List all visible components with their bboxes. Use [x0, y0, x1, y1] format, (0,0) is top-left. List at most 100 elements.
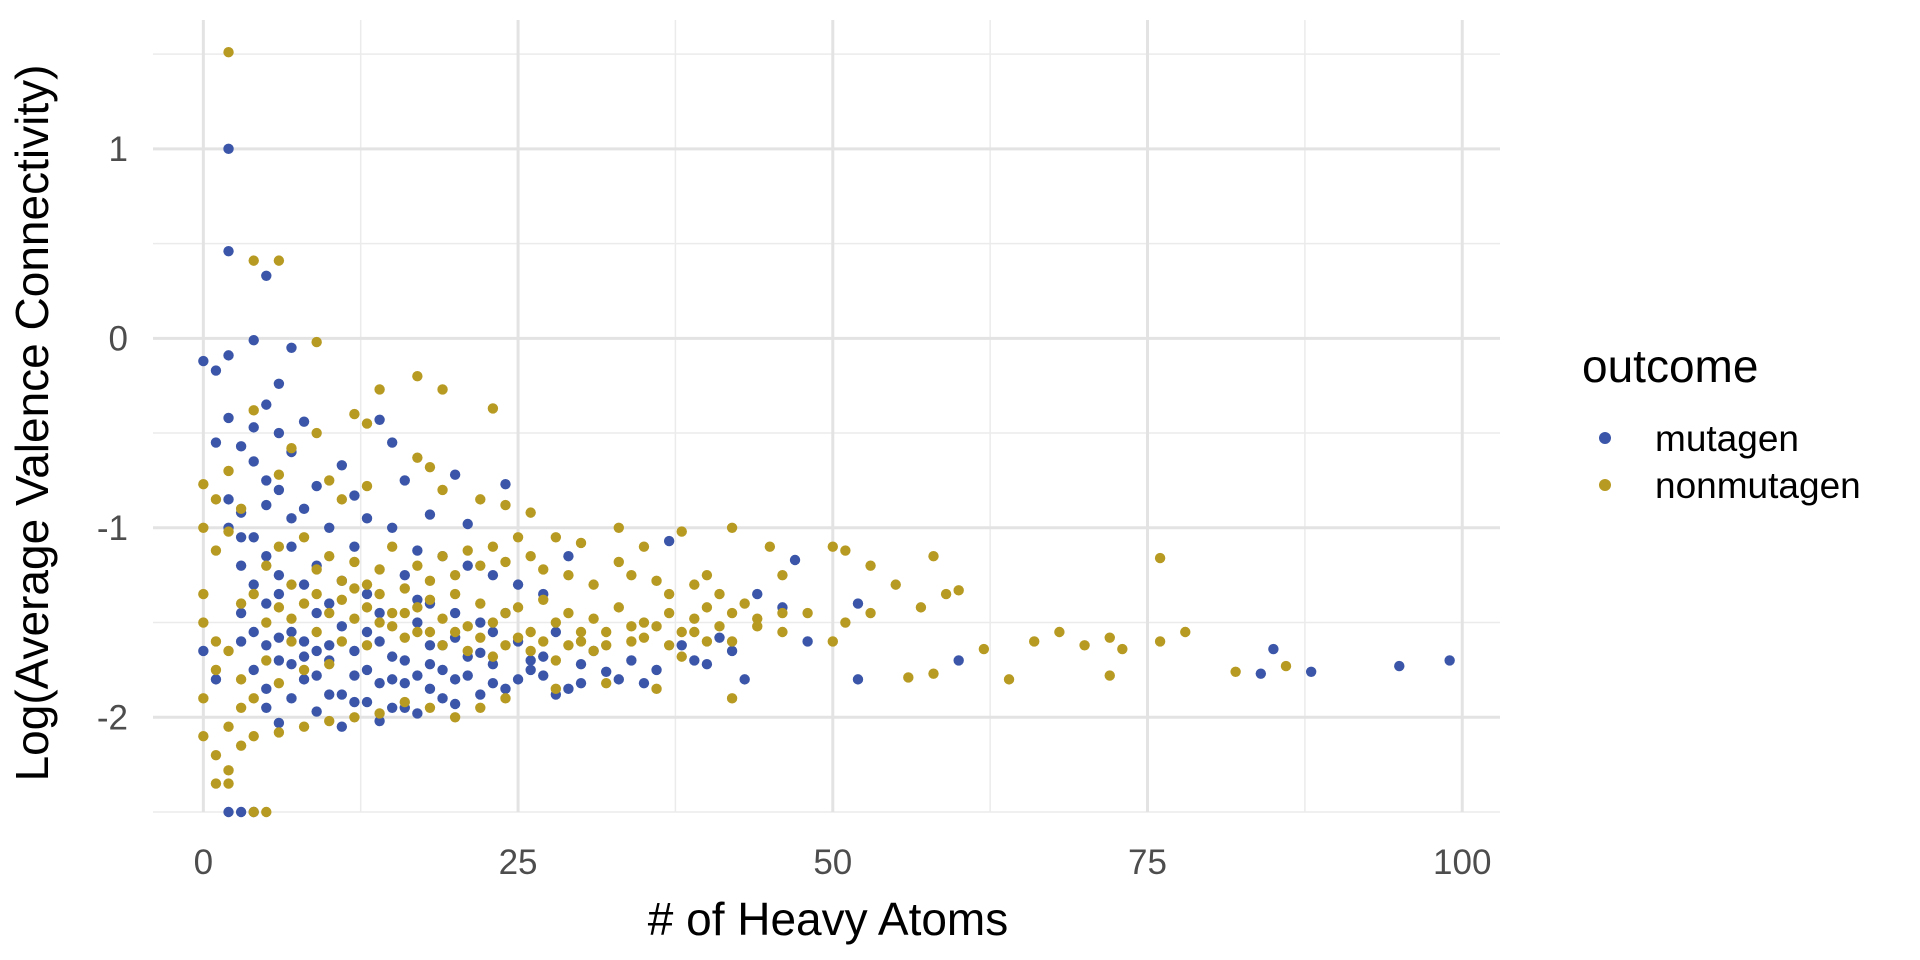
point-nonmutagen [223, 465, 234, 477]
point-mutagen [261, 399, 272, 410]
point-nonmutagen [726, 607, 738, 619]
point-nonmutagen [449, 588, 461, 600]
point-nonmutagen [386, 541, 398, 552]
point-mutagen [235, 607, 247, 619]
point-nonmutagen [361, 640, 373, 651]
point-nonmutagen [1104, 670, 1115, 681]
point-nonmutagen [525, 645, 536, 657]
point-nonmutagen [374, 617, 385, 628]
point-mutagen [399, 569, 410, 581]
point-mutagen [223, 494, 234, 505]
point-mutagen [852, 598, 864, 609]
point-mutagen [550, 626, 562, 638]
point-nonmutagen [311, 564, 322, 575]
point-mutagen [248, 532, 259, 543]
point-nonmutagen [663, 607, 675, 619]
point-nonmutagen [676, 626, 687, 638]
point-mutagen [349, 541, 360, 552]
point-nonmutagen [399, 632, 410, 643]
point-nonmutagen [701, 569, 713, 581]
point-mutagen [349, 670, 360, 681]
point-nonmutagen [349, 583, 360, 594]
point-nonmutagen [475, 494, 486, 505]
point-mutagen [525, 664, 536, 676]
point-nonmutagen [777, 569, 788, 581]
point-mutagen [386, 674, 398, 685]
point-nonmutagen [689, 613, 700, 624]
x-tick-label: 100 [1433, 843, 1491, 882]
point-nonmutagen [525, 507, 536, 518]
point-mutagen [462, 670, 473, 681]
point-mutagen [399, 655, 410, 666]
point-nonmutagen [261, 560, 272, 571]
point-mutagen [563, 551, 574, 562]
point-mutagen [525, 655, 536, 666]
point-nonmutagen [223, 645, 234, 657]
point-nonmutagen [575, 537, 587, 549]
point-nonmutagen [374, 708, 385, 719]
point-nonmutagen [764, 541, 776, 552]
point-nonmutagen [525, 551, 536, 562]
point-mutagen [575, 659, 587, 670]
point-mutagen [298, 674, 310, 685]
point-nonmutagen [361, 579, 373, 590]
point-mutagen [261, 551, 272, 562]
point-nonmutagen [210, 545, 222, 556]
data-points [198, 47, 1455, 818]
point-mutagen [437, 693, 448, 704]
point-nonmutagen [361, 418, 373, 429]
point-mutagen [726, 645, 738, 657]
point-mutagen [500, 683, 511, 695]
point-nonmutagen [940, 588, 952, 600]
point-mutagen [261, 475, 272, 486]
point-nonmutagen [223, 526, 234, 537]
point-nonmutagen [286, 579, 297, 590]
point-mutagen [651, 664, 662, 676]
point-mutagen [412, 545, 423, 556]
x-tick-label: 50 [813, 843, 852, 882]
point-mutagen [324, 640, 335, 651]
point-mutagen [487, 569, 499, 581]
point-mutagen [336, 721, 348, 732]
point-nonmutagen [726, 522, 738, 533]
point-nonmutagen [248, 588, 259, 600]
point-nonmutagen [550, 683, 562, 695]
point-mutagen [1305, 666, 1317, 677]
point-mutagen [248, 626, 259, 638]
point-mutagen [286, 659, 297, 670]
point-mutagen [336, 689, 348, 700]
point-nonmutagen [210, 778, 222, 789]
point-mutagen [424, 683, 436, 695]
point-mutagen [324, 522, 335, 533]
point-mutagen [689, 655, 700, 666]
point-nonmutagen [550, 532, 562, 543]
point-nonmutagen [324, 607, 335, 619]
point-nonmutagen [198, 693, 209, 704]
point-nonmutagen [210, 636, 222, 647]
point-nonmutagen [500, 499, 511, 511]
legend: outcome mutagen nonmutagen [1582, 340, 1861, 506]
point-nonmutagen [374, 588, 385, 600]
point-mutagen [248, 422, 259, 433]
point-mutagen [487, 626, 499, 638]
point-nonmutagen [512, 602, 524, 613]
point-mutagen [361, 664, 373, 676]
point-nonmutagen [1104, 632, 1115, 643]
point-nonmutagen [726, 693, 738, 704]
point-nonmutagen [487, 651, 499, 662]
point-nonmutagen [1230, 666, 1241, 677]
point-mutagen [198, 645, 209, 657]
point-mutagen [286, 342, 297, 353]
point-nonmutagen [424, 594, 436, 605]
point-nonmutagen [399, 696, 410, 708]
point-nonmutagen [487, 617, 499, 628]
point-nonmutagen [714, 621, 725, 632]
point-mutagen [223, 245, 234, 257]
point-mutagen [349, 645, 360, 657]
point-mutagen [298, 416, 310, 427]
point-mutagen [475, 647, 486, 659]
point-nonmutagen [336, 494, 348, 505]
point-nonmutagen [248, 806, 259, 818]
point-mutagen [261, 499, 272, 511]
point-nonmutagen [613, 556, 624, 568]
